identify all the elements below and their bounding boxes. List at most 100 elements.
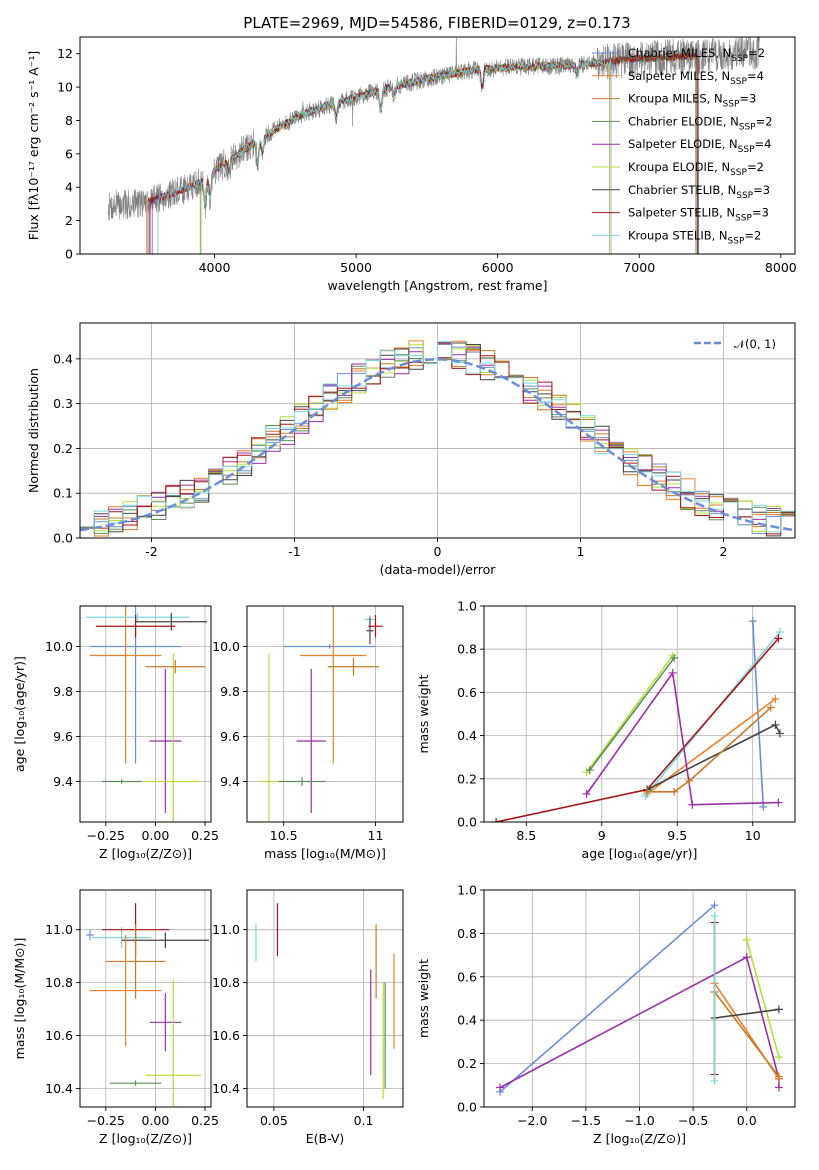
x-axis-label: E(B-V) [306,1131,345,1146]
weight-marker [775,627,784,636]
legend-subscript: SSP [731,54,748,64]
x-tick-label: 4000 [199,260,231,275]
x-tick-label: −0.5 [678,1113,708,1128]
weight-line [714,1008,780,1019]
weight-line [589,657,675,771]
y-axis-label: mass weight [416,959,431,1038]
weight-line [499,904,716,1093]
y-tick-label: 4 [65,180,73,195]
weight-marker [771,694,780,703]
plot-area [108,37,760,254]
y-tick-label: 0.2 [53,441,73,456]
legend-entry: 𝒩(0, 1) [734,337,776,351]
x-tick-label: -1 [288,544,300,559]
legend-entry: Kroupa ELODIE, NSSP=2 [628,160,764,178]
weight-marker [710,1076,719,1085]
x-tick-label: 1 [577,544,585,559]
weight-marker [668,668,677,677]
y-tick-label: 9.4 [53,774,73,789]
weight-marker [774,634,783,643]
x-tick-label: 11 [368,828,384,843]
panel-weight_vs_age: 8.5 9 9.5 10 0.0 0.2 0.4 0.6 0.8 1.0 age [log₁₀(ag… [416,599,796,861]
y-tick-label: 10.4 [212,1081,240,1096]
panel-spectrum: 4000 5000 6000 7000 8000 0 2 4 6 8 10 12 wavelength … [26,36,797,293]
model-line-4 [199,51,697,254]
x-tick-label: 2 [720,544,728,559]
weight-marker [742,953,751,962]
weight-marker [766,703,775,712]
y-tick-label: 0.3 [53,396,73,411]
y-tick-label: 10.0 [212,639,240,654]
weight-marker [685,776,694,785]
legend-subscript: SSP [730,168,747,178]
x-tick-label: 6000 [482,260,514,275]
y-axis-label: mass weight [416,674,431,753]
weight-marker [670,653,679,662]
x-axis-label: Z [log₁₀(Z/Z⊙)] [99,1131,192,1146]
plot-area [80,890,211,1107]
y-tick-label: 8 [65,113,73,128]
legend-subscript: SSP [738,145,755,155]
y-tick-label: 0.4 [457,728,477,743]
weight-marker [774,1053,783,1062]
plot-area [80,606,211,822]
model-line-9 [157,57,612,254]
legend-entry: Salpeter MILES, NSSP=4 [628,69,764,87]
panel-age_vs_mass: 10.5 11 9.4 9.6 9.8 10.0 mass [log₁₀(M/M⊙)] [212,605,404,861]
x-tick-label: 0.0 [737,1113,757,1128]
legend-count: =2 [748,46,765,60]
y-tick-label: 9.4 [220,774,240,789]
x-tick-label: 9.5 [667,828,687,843]
x-tick-label: −1.0 [624,1113,654,1128]
y-tick-label: 10.4 [45,1081,73,1096]
axes-frame [483,605,796,823]
y-tick-label: 9.6 [220,729,240,744]
panel-weight_vs_Z: −2.0 −1.5 −1.0 −0.5 0.0 0.0 0.2 0.4 0.6 0.8 1.0 Z [… [416,883,796,1146]
x-tick-label: −1.5 [571,1113,601,1128]
x-tick-label: 0.00 [142,1113,170,1128]
legend-subscript: SSP [723,100,740,110]
legend-entry: Chabrier STELIB, NSSP=3 [628,183,770,201]
weight-marker [496,1083,505,1092]
x-axis-label: Z [log₁₀(Z/Z⊙)] [593,1131,686,1146]
weight-marker [641,792,650,801]
y-tick-label: 0.2 [457,771,477,786]
axes-frame [79,36,796,255]
weight-marker [710,901,719,910]
weight-line [495,637,780,822]
legend-count: =2 [744,228,761,242]
x-tick-label: -2 [145,544,157,559]
legend: Chabrier MILES, NSSP=2 Salpeter MILES, NS… [592,46,773,246]
y-tick-label: 12 [57,46,73,61]
x-tick-label: 5000 [340,260,372,275]
x-tick-label: 8000 [765,260,797,275]
legend-subscript: SSP [728,236,745,246]
y-tick-label: 0.1 [53,486,73,501]
y-tick-label: 1.0 [457,883,477,898]
panel-age_vs_Z: −0.25 0.00 0.25 9.4 9.6 9.8 10.0 Z [log₁₀(Z/Z⊙)… [12,605,219,861]
plot-area [80,323,795,538]
legend-entry: Salpeter STELIB, NSSP=3 [628,206,769,224]
weight-marker [670,787,679,796]
weight-line [745,939,780,1058]
weight-marker [775,729,784,738]
x-tick-label: 0.05 [260,1113,288,1128]
y-tick-label: 9.6 [53,729,73,744]
weight-line [751,621,765,807]
legend-entry: Chabrier MILES, NSSP=2 [628,46,765,64]
x-tick-label: 0 [434,544,442,559]
legend-subscript: SSP [735,214,752,224]
model-line-6 [201,57,610,254]
panel-mass_vs_ebv: 0.05 0.1 10.4 10.6 10.8 11.0 E(B-V) [212,889,404,1146]
y-tick-label: 0.4 [53,351,73,366]
weight-marker [582,789,591,798]
x-tick-label: −2.0 [517,1113,547,1128]
x-tick-label: 7000 [623,260,655,275]
plot-area [247,890,403,1107]
legend-entry: Chabrier ELODIE, NSSP=2 [628,114,773,132]
plot-area [247,606,403,822]
weight-marker [774,798,783,807]
legend-subscript: SSP [739,122,756,132]
y-tick-label: 0.8 [457,642,477,657]
